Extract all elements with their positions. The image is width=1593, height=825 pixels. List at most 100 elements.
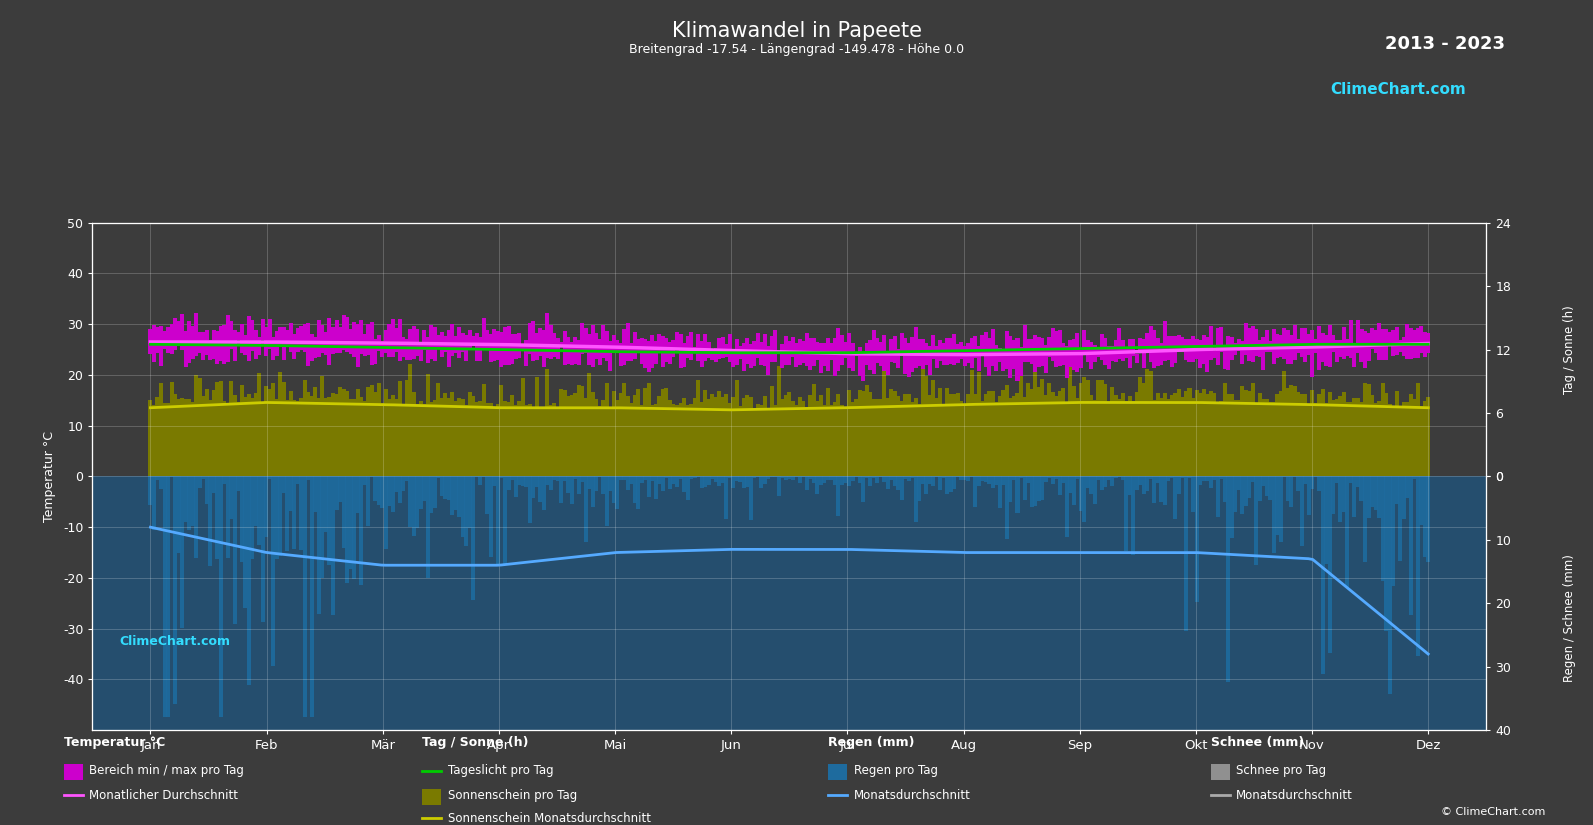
Bar	[247, 394, 250, 477]
Bar	[212, 477, 215, 493]
Bar	[1008, 398, 1013, 477]
Bar	[1258, 393, 1262, 477]
Bar	[384, 389, 387, 477]
Bar	[1370, 328, 1375, 349]
Bar	[475, 333, 479, 361]
Bar	[1008, 477, 1013, 502]
Bar	[271, 477, 276, 666]
Bar	[1032, 336, 1037, 372]
Bar	[714, 477, 717, 482]
Bar	[1040, 338, 1043, 366]
Bar	[679, 333, 682, 367]
Bar	[935, 477, 938, 478]
Bar	[296, 477, 299, 484]
Bar	[548, 325, 553, 360]
Bar	[766, 409, 771, 477]
Bar	[566, 477, 570, 493]
Bar	[1163, 393, 1168, 477]
Text: © ClimeChart.com: © ClimeChart.com	[1440, 807, 1545, 817]
Bar	[1177, 477, 1180, 494]
Bar	[973, 477, 978, 507]
Bar	[1376, 477, 1381, 518]
Bar	[1419, 406, 1423, 477]
Bar	[553, 477, 556, 479]
Bar	[209, 477, 212, 566]
Bar	[209, 340, 212, 361]
Bar	[212, 330, 215, 360]
Bar	[226, 315, 229, 361]
Bar	[1405, 324, 1410, 359]
Bar	[405, 477, 409, 481]
Bar	[212, 390, 215, 477]
Bar	[1341, 393, 1346, 477]
Bar	[1139, 337, 1142, 351]
Bar	[1055, 477, 1058, 479]
Bar	[1064, 477, 1069, 537]
Bar	[714, 348, 717, 362]
Bar	[314, 337, 317, 358]
Bar	[707, 477, 710, 485]
Bar	[303, 380, 307, 477]
Bar	[384, 477, 387, 549]
Bar	[833, 402, 836, 477]
Bar	[1239, 477, 1244, 514]
Bar	[229, 477, 233, 519]
Bar	[285, 330, 290, 345]
Bar	[1317, 394, 1321, 477]
Bar	[1012, 341, 1016, 370]
Bar	[710, 394, 714, 477]
Bar	[973, 394, 978, 477]
Bar	[804, 477, 809, 490]
Bar	[710, 349, 714, 361]
Bar	[1279, 335, 1282, 357]
Bar	[1381, 477, 1384, 582]
Bar	[1341, 477, 1346, 512]
Bar	[465, 405, 468, 477]
Bar	[204, 477, 209, 503]
Bar	[1356, 477, 1360, 487]
Bar	[1408, 328, 1413, 359]
Bar	[1359, 403, 1364, 477]
Bar	[472, 477, 475, 600]
Bar	[570, 342, 573, 365]
Bar	[636, 339, 640, 351]
Bar	[580, 323, 585, 354]
Bar	[798, 398, 801, 477]
Bar	[510, 477, 515, 480]
Bar	[941, 477, 946, 478]
Bar	[703, 477, 707, 487]
Bar	[416, 329, 419, 356]
Bar	[1239, 341, 1244, 364]
Bar	[959, 477, 964, 480]
Bar	[191, 326, 194, 360]
Bar	[1078, 383, 1083, 477]
Bar	[401, 477, 405, 491]
Bar	[500, 385, 503, 477]
Bar	[244, 398, 247, 477]
Bar	[1157, 477, 1160, 483]
Bar	[446, 330, 451, 367]
Bar	[264, 386, 268, 477]
Bar	[1002, 477, 1005, 485]
Bar	[1423, 477, 1427, 557]
Bar	[1020, 346, 1023, 376]
Bar	[236, 332, 241, 340]
Bar	[977, 372, 981, 477]
Text: Temperatur °C: Temperatur °C	[64, 736, 166, 749]
Bar	[725, 344, 728, 357]
Bar	[924, 477, 929, 494]
Bar	[1384, 477, 1388, 630]
Bar	[883, 477, 886, 482]
Bar	[465, 477, 468, 545]
Bar	[840, 335, 844, 365]
Bar	[903, 477, 906, 478]
Bar	[370, 385, 374, 477]
Bar	[766, 477, 771, 479]
Bar	[1104, 384, 1107, 477]
Bar	[174, 477, 177, 705]
Bar	[1311, 477, 1314, 488]
Bar	[233, 395, 237, 477]
Bar	[1324, 477, 1329, 563]
Bar	[239, 477, 244, 562]
Bar	[1061, 388, 1066, 477]
